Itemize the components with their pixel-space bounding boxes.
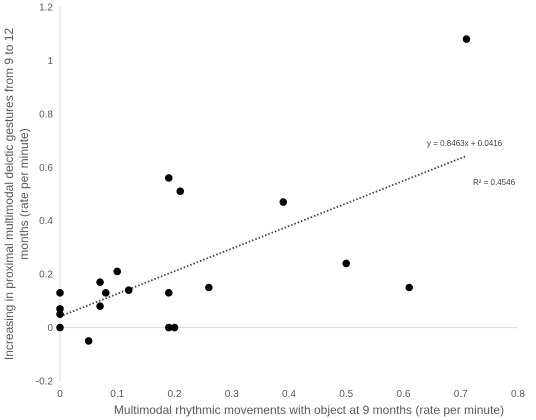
data-point: [170, 323, 179, 332]
y-tick-label: 0.6: [39, 163, 53, 174]
tick-labels: 0 0.1 0.2 0.3 0.4 0.5 0.6 0.7 0.8-0.200.20.40.60…: [36, 3, 526, 401]
y-tick-label: 1: [47, 56, 53, 67]
y-tick-label: 0.2: [39, 270, 53, 281]
data-point: [279, 198, 288, 206]
data-point: [113, 267, 122, 276]
trendline: [59, 155, 467, 318]
x-axis-label: Multimodal rhythmic movements with objec…: [114, 403, 504, 417]
x-tick-label: 0.3: [225, 389, 239, 400]
data-point: [124, 286, 133, 294]
data-point: [56, 323, 64, 332]
data-point: [164, 174, 173, 182]
data-point: [102, 289, 110, 297]
y-tick-label: 0.4: [39, 216, 53, 227]
x-tick-label: 0.2: [168, 389, 182, 400]
data-point: [164, 289, 173, 297]
y-axis-label-line-2: months (rate per minute): [17, 128, 31, 259]
x-tick-label: 0.7: [454, 389, 468, 400]
y-tick-label: 1.2: [39, 3, 53, 14]
data-point: [176, 187, 185, 196]
x-tick-label: 0.4: [282, 389, 296, 400]
y-axis-label: Increasing in proximal multimodal deicti…: [2, 28, 31, 360]
data-point: [56, 289, 64, 297]
data-point: [56, 305, 64, 313]
x-tick-label: 0.8: [511, 389, 525, 400]
x-tick-label: 0: [57, 389, 63, 400]
data-point: [342, 259, 351, 268]
y-tick-label: -0.2: [36, 377, 54, 388]
x-tick-label: 0.6: [397, 389, 411, 400]
y-axis-label-line-1: Increasing in proximal multimodal deicti…: [2, 28, 16, 360]
data-point: [164, 323, 173, 332]
x-tick-label: 0.5: [339, 389, 353, 400]
data-point: [205, 283, 213, 292]
x-tick-label: 0.1: [110, 389, 124, 400]
data-point: [405, 283, 414, 292]
data-points: [56, 35, 471, 345]
data-point: [96, 278, 104, 286]
data-point: [462, 35, 471, 43]
y-tick-label: 0.8: [39, 109, 53, 120]
y-tick-label: 0: [47, 323, 53, 334]
r-squared-label: R² = 0.4546: [473, 178, 516, 187]
trendline-group: [59, 155, 467, 318]
data-point: [56, 310, 64, 319]
axes: [59, 7, 518, 381]
data-point: [84, 337, 93, 345]
data-point: [96, 302, 104, 311]
trendline-equation: y = 0.8463x + 0.0416: [427, 139, 503, 148]
